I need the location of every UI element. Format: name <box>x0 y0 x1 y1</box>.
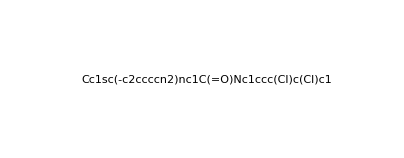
Text: Cc1sc(-c2ccccn2)nc1C(=O)Nc1ccc(Cl)c(Cl)c1: Cc1sc(-c2ccccn2)nc1C(=O)Nc1ccc(Cl)c(Cl)c… <box>82 75 332 85</box>
